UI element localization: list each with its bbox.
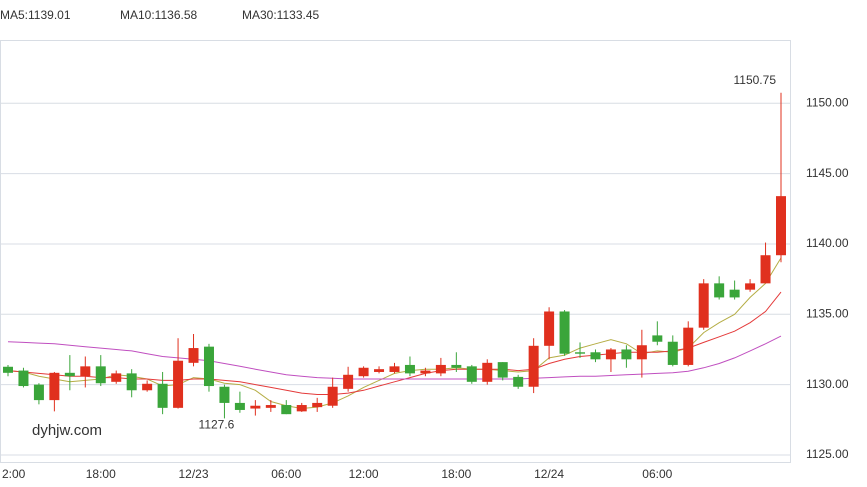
y-tick-label: 1125.00 — [806, 447, 849, 461]
ma-line — [7, 291, 782, 395]
candle-body — [374, 369, 385, 372]
candle-body — [126, 373, 137, 391]
candle-body — [482, 362, 493, 382]
candle-body — [49, 372, 60, 401]
x-tick-label: 18:00 — [441, 467, 471, 481]
candle-body — [358, 367, 369, 377]
candle-body — [265, 405, 276, 408]
candle-body — [559, 311, 570, 354]
ma-line — [7, 257, 782, 410]
candle-body — [621, 349, 632, 360]
candle-body — [544, 311, 555, 346]
legend-entry: MA5:1139.01 — [0, 8, 71, 22]
x-tick-label: 18:00 — [86, 467, 116, 481]
candle-body — [343, 374, 354, 389]
candle-body — [188, 348, 199, 363]
candle-body — [590, 352, 601, 360]
candle-body — [95, 366, 106, 384]
y-tick-label: 1150.00 — [806, 95, 849, 109]
candle-body — [729, 289, 740, 298]
x-tick-label: 06:00 — [271, 467, 301, 481]
candle-body — [80, 366, 91, 377]
candle-body — [250, 405, 261, 409]
watermark: dyhjw.com — [32, 422, 102, 439]
legend-entry: MA30:1133.45 — [242, 8, 319, 22]
candle-body — [64, 372, 75, 377]
candle-body — [435, 364, 446, 374]
y-tick-label: 1135.00 — [806, 306, 849, 320]
candle-body — [745, 283, 756, 290]
candle-body — [420, 370, 431, 374]
candle-body — [111, 373, 122, 382]
x-tick-label: 12/23 — [179, 467, 209, 481]
candle-body — [760, 255, 771, 284]
candle-body — [281, 405, 292, 415]
candle-body — [683, 327, 694, 365]
candle-body — [451, 364, 462, 368]
candle-body — [203, 346, 214, 387]
candle-body — [667, 341, 678, 365]
x-tick-label: 06:00 — [642, 467, 672, 481]
low-label: 1127.6 — [199, 418, 235, 432]
candle-body — [466, 366, 477, 382]
candle-body — [575, 352, 586, 354]
candle-body — [605, 349, 616, 360]
plot-frame — [0, 40, 791, 463]
candle-body — [33, 384, 44, 401]
candle-body — [142, 383, 153, 391]
candle-body — [652, 335, 663, 342]
candle-body — [18, 370, 29, 387]
legend-entry: MA10:1136.58 — [120, 8, 197, 22]
candle-body — [3, 366, 13, 373]
candle-body — [636, 345, 647, 360]
y-tick-label: 1145.00 — [806, 166, 849, 180]
candle-body — [327, 386, 338, 406]
candle-body — [404, 364, 415, 374]
candle-body — [698, 283, 709, 328]
y-tick-label: 1130.00 — [806, 377, 849, 391]
candle-body — [714, 283, 725, 298]
x-tick-label: 12:00 — [349, 467, 379, 481]
candle-body — [296, 405, 307, 412]
candle-body — [173, 360, 184, 408]
candle-body — [219, 386, 230, 403]
candle-body — [157, 383, 168, 408]
candle-body — [497, 362, 508, 378]
ma-line — [7, 335, 782, 380]
candle-body — [528, 345, 539, 387]
candle-body — [234, 402, 245, 410]
x-tick-label: 12/24 — [534, 467, 564, 481]
candle-body — [513, 376, 524, 387]
candle-body — [312, 402, 323, 408]
x-tick-label: 2:00 — [2, 467, 26, 481]
high-label: 1150.75 — [734, 73, 777, 87]
y-tick-label: 1140.00 — [806, 236, 849, 250]
candle-body — [776, 196, 786, 256]
candle-body — [389, 366, 400, 372]
